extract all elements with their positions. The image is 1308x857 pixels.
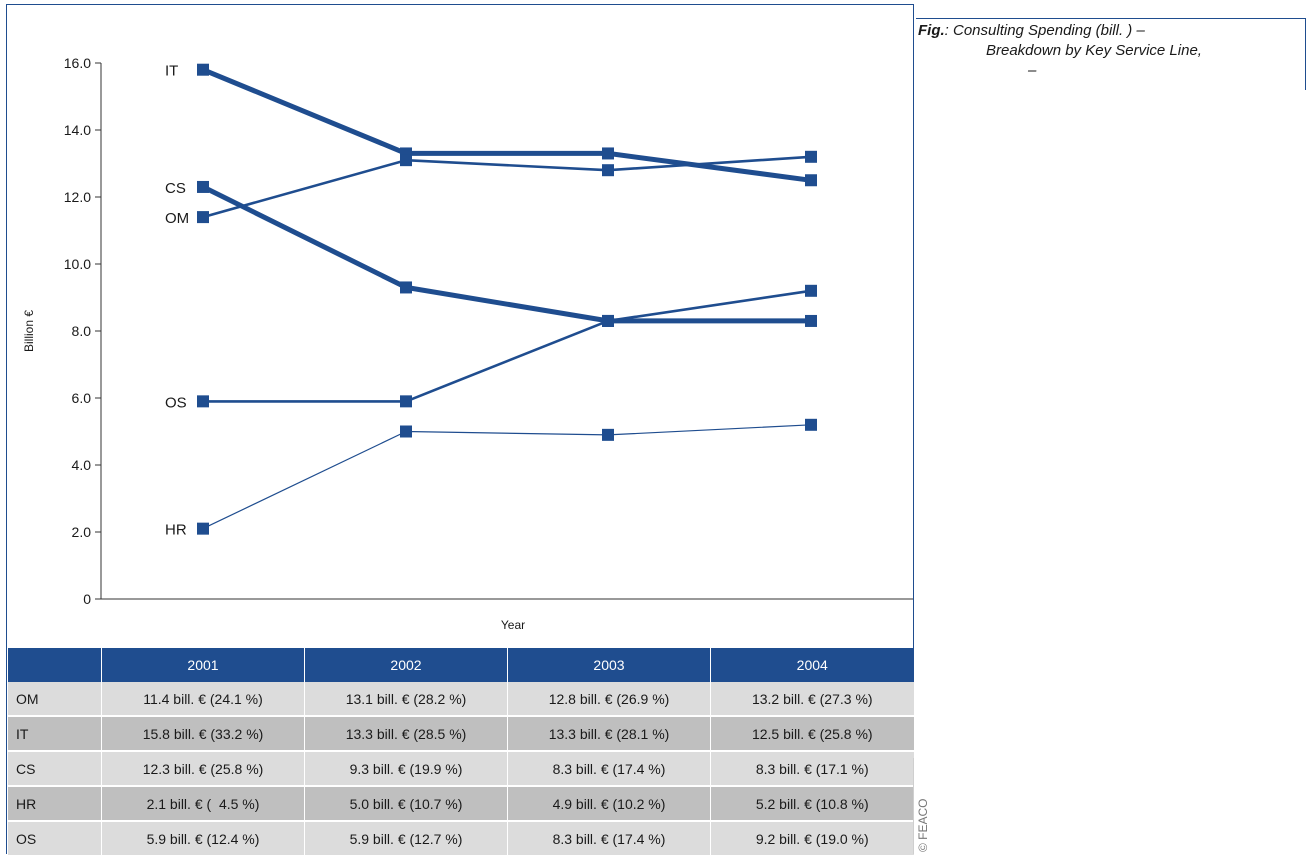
line-chart: 0 2.0 4.0 6.0 8.0 10.0 12.0 14.0 16.0 Billion € Ye… bbox=[22, 55, 913, 632]
table-cell: 8.3 bill. € (17.1 %) bbox=[710, 751, 914, 787]
table-header-cell: 2004 bbox=[710, 648, 914, 682]
table-cell: 13.3 bill. € (28.1 %) bbox=[507, 716, 711, 752]
table-row: HR 2.1 bill. € ( 4.5 %) 5.0 bill. € (10.… bbox=[7, 786, 914, 822]
table-cell: 9.2 bill. € (19.0 %) bbox=[710, 821, 914, 857]
series-line-om bbox=[202, 155, 812, 219]
table-cell: 12.5 bill. € (25.8 %) bbox=[710, 716, 914, 752]
y-tick-label: 12.0 bbox=[64, 189, 91, 205]
series-line-os bbox=[203, 289, 812, 403]
row-label: OM bbox=[7, 682, 102, 717]
table-cell: 15.8 bill. € (33.2 %) bbox=[101, 716, 305, 752]
series-label-cs: CS bbox=[165, 180, 186, 197]
data-point-om bbox=[400, 154, 412, 167]
y-tick-label: 4.0 bbox=[72, 457, 92, 473]
data-point-hr bbox=[400, 425, 412, 438]
table-cell: 11.4 bill. € (24.1 %) bbox=[101, 682, 305, 717]
row-label: OS bbox=[7, 821, 102, 857]
table-cell: 8.3 bill. € (17.4 %) bbox=[507, 751, 711, 787]
row-label: IT bbox=[7, 716, 102, 752]
y-tick-label: 10.0 bbox=[64, 256, 91, 272]
series-line-hr bbox=[202, 424, 812, 530]
y-tick-label: 14.0 bbox=[64, 122, 91, 138]
table-cell: 4.9 bill. € (10.2 %) bbox=[507, 786, 711, 822]
table-row: CS 12.3 bill. € (25.8 %) 9.3 bill. € (19… bbox=[7, 751, 914, 787]
table-cell: 13.1 bill. € (28.2 %) bbox=[304, 682, 508, 717]
table-cell: 12.3 bill. € (25.8 %) bbox=[101, 751, 305, 787]
data-point-it bbox=[805, 174, 817, 187]
source-credit: © FEACO bbox=[916, 798, 930, 852]
y-tick-label: 2.0 bbox=[72, 524, 92, 540]
series-label-it: IT bbox=[165, 63, 178, 80]
table-row: OM 11.4 bill. € (24.1 %) 13.1 bill. € (2… bbox=[7, 682, 914, 717]
caption-line-1: : Consulting Spending (bill. ) – bbox=[944, 22, 1145, 39]
data-point-cs bbox=[197, 180, 209, 193]
table-row: OS 5.9 bill. € (12.4 %) 5.9 bill. € (12.… bbox=[7, 821, 914, 857]
table-cell: 13.2 bill. € (27.3 %) bbox=[710, 682, 914, 717]
table-cell: 9.3 bill. € (19.9 %) bbox=[304, 751, 508, 787]
data-point-om bbox=[805, 150, 817, 163]
y-tick-label: 6.0 bbox=[72, 390, 92, 406]
data-point-os bbox=[197, 395, 209, 408]
data-point-om bbox=[602, 164, 614, 177]
x-axis-label: Year bbox=[501, 618, 525, 632]
data-point-cs bbox=[805, 314, 817, 327]
table-header-cell bbox=[7, 648, 102, 682]
table-cell: 5.9 bill. € (12.4 %) bbox=[101, 821, 305, 857]
table-row: IT 15.8 bill. € (33.2 %) 13.3 bill. € (2… bbox=[7, 716, 914, 752]
table-header-cell: 2003 bbox=[507, 648, 711, 682]
caption-fig-label: Fig. bbox=[918, 22, 945, 39]
data-point-hr bbox=[805, 418, 817, 431]
table-cell: 5.0 bill. € (10.7 %) bbox=[304, 786, 508, 822]
y-tick-label: 0 bbox=[83, 591, 91, 607]
row-label: CS bbox=[7, 751, 102, 787]
y-tick-label: 16.0 bbox=[64, 55, 91, 71]
data-point-os bbox=[805, 284, 817, 297]
data-point-os bbox=[602, 314, 614, 327]
data-table: 2001 2002 2003 2004 OM 11.4 bill. € (24.… bbox=[7, 648, 914, 857]
series-label-om: OM bbox=[165, 210, 189, 227]
y-axis-label: Billion € bbox=[22, 310, 36, 352]
data-point-cs bbox=[400, 281, 412, 294]
table-header-cell: 2001 bbox=[101, 648, 305, 682]
series-label-hr: HR bbox=[165, 522, 187, 539]
series-label-os: OS bbox=[165, 394, 187, 411]
figure-caption: Fig.: Consulting Spending (bill. ) – Bre… bbox=[916, 18, 1306, 90]
caption-line-3: – bbox=[1028, 62, 1037, 79]
data-point-it bbox=[602, 147, 614, 160]
data-point-os bbox=[400, 395, 412, 408]
y-tick-label: 8.0 bbox=[72, 323, 92, 339]
table-cell: 5.9 bill. € (12.7 %) bbox=[304, 821, 508, 857]
row-label: HR bbox=[7, 786, 102, 822]
data-point-om bbox=[197, 211, 209, 224]
table-cell: 8.3 bill. € (17.4 %) bbox=[507, 821, 711, 857]
chart-frame: 0 2.0 4.0 6.0 8.0 10.0 12.0 14.0 16.0 Billion € Ye… bbox=[6, 4, 914, 854]
table-cell: 2.1 bill. € ( 4.5 %) bbox=[101, 786, 305, 822]
series-line-cs bbox=[201, 184, 811, 324]
data-point-hr bbox=[602, 428, 614, 441]
series-line-it bbox=[202, 67, 812, 183]
data-point-hr bbox=[197, 522, 209, 535]
data-point-it bbox=[197, 63, 209, 76]
table-cell: 5.2 bill. € (10.8 %) bbox=[710, 786, 914, 822]
table-cell: 12.8 bill. € (26.9 %) bbox=[507, 682, 711, 717]
table-header-cell: 2002 bbox=[304, 648, 508, 682]
table-cell: 13.3 bill. € (28.5 %) bbox=[304, 716, 508, 752]
table-header-row: 2001 2002 2003 2004 bbox=[7, 648, 914, 682]
caption-line-2: Breakdown by Key Service Line, bbox=[986, 42, 1202, 59]
source-divider bbox=[913, 758, 914, 854]
